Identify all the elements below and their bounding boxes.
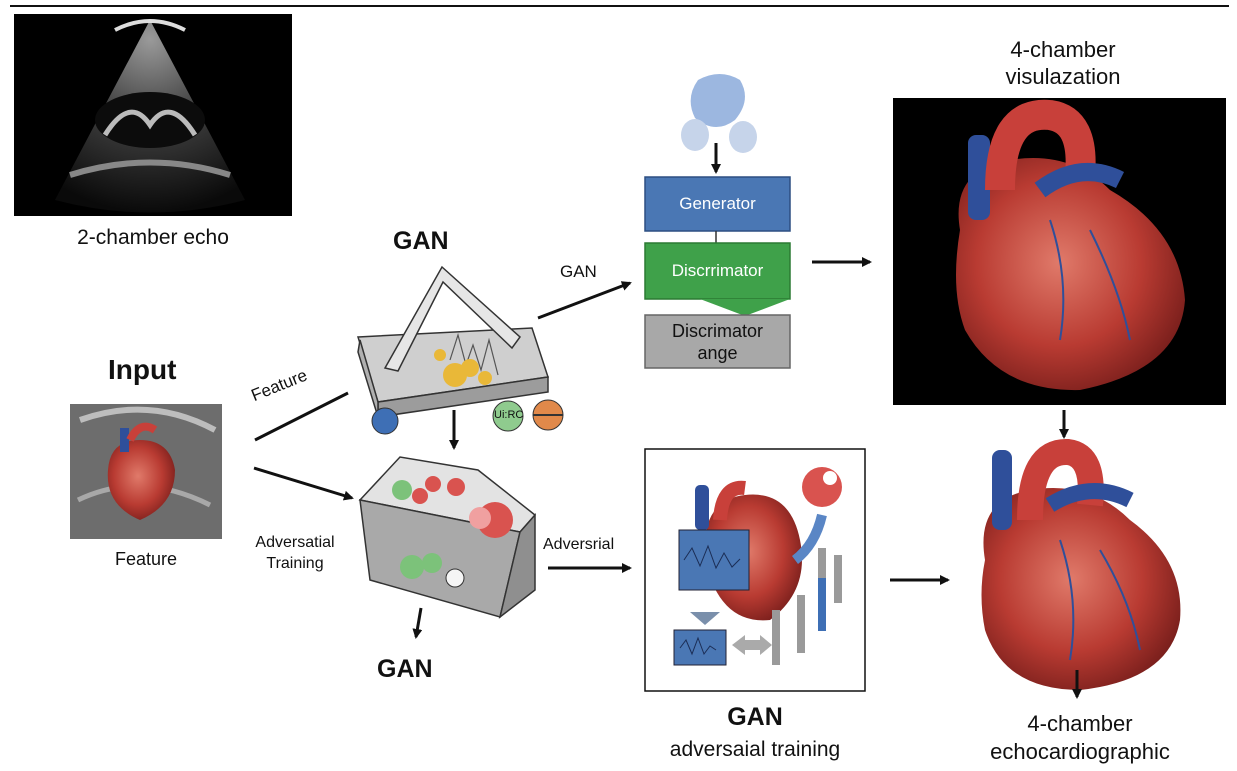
echo-2chamber-image: [14, 14, 292, 216]
four-chamber-visualization-label: 4-chamber visulazation: [1005, 37, 1121, 89]
echo-2chamber-label: 2-chamber echo: [77, 226, 229, 249]
gan-title-bottom-left: GAN: [377, 655, 433, 683]
generator-label: Generator: [679, 194, 756, 213]
gan-title-top: GAN: [393, 227, 449, 255]
gan-arrow-label: GAN: [560, 262, 597, 281]
heart-echocardiographic-image: [981, 439, 1181, 690]
adversarial-training-mid-label: adversaial training: [669, 738, 841, 761]
feature-label: Feature: [114, 549, 178, 569]
input-title: Input: [108, 354, 177, 385]
discriminator-label: Discrrimator: [671, 261, 764, 280]
four-chamber-echocardiographic-label: 4-chamber echocardiographic: [990, 711, 1170, 764]
adversrial-arrow-label: Adversrial: [543, 536, 615, 553]
gan-title-bottom-mid: GAN: [727, 703, 783, 731]
discriminator-ange-box: [644, 314, 791, 369]
discriminator-ange-label: Discrimator ange: [671, 320, 763, 363]
generator-box: [644, 176, 791, 232]
input-image: [70, 404, 222, 539]
heart-visualization-image: [893, 98, 1226, 405]
latent-blob: [681, 74, 757, 153]
top-rule: [10, 5, 1229, 7]
node-blue: [371, 407, 399, 435]
node-green: [492, 400, 524, 432]
adversarial-block: [358, 456, 537, 619]
node-green-label: Ui:RC: [494, 409, 524, 421]
gan-prism: [357, 265, 549, 418]
adversarial-training-panel: [644, 448, 866, 692]
adversarial-training-left-label: Adversatial Training: [255, 534, 335, 572]
